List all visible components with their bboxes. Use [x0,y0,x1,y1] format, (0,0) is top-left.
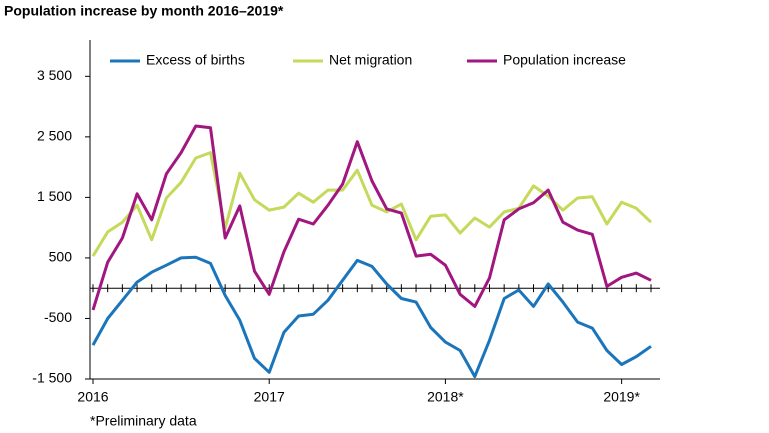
legend-label: Excess of births [146,52,245,68]
x-tick-label: 2017 [254,389,285,405]
x-tick-label: 2018* [427,389,464,405]
x-tick-label: 2019* [603,389,640,405]
y-tick-label: 2 500 [37,128,72,144]
x-tick-label: 2016 [77,389,108,405]
y-tick-label: 1 500 [37,188,72,204]
y-tick-label: 500 [49,249,73,265]
y-tick-label: -500 [44,309,72,325]
series-line [91,151,653,257]
footnote: *Preliminary data [90,413,197,429]
y-tick-label: 3 500 [37,67,72,83]
chart-title: Population increase by month 2016–2019* [4,3,284,19]
series-line [91,124,652,311]
y-tick-label: -1 500 [32,370,72,386]
legend-label: Population increase [503,52,626,68]
series-line [91,255,652,379]
legend-label: Net migration [329,52,412,68]
